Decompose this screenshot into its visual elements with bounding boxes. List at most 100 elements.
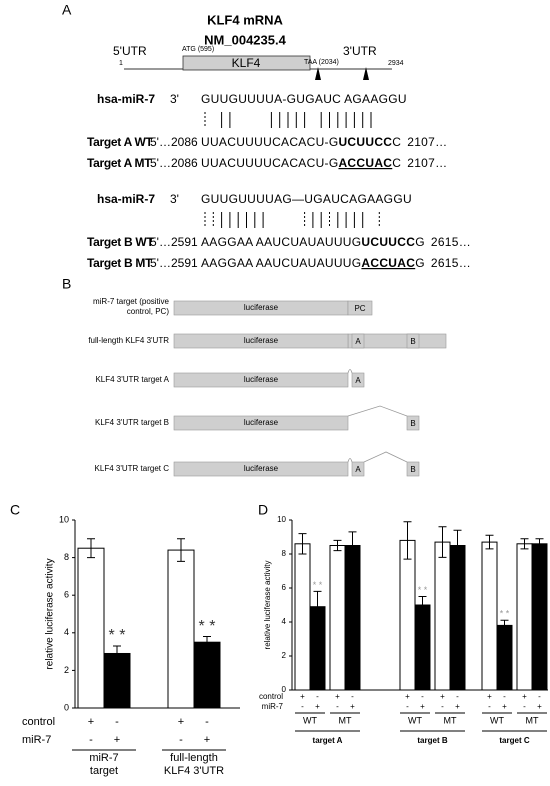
bar bbox=[496, 624, 513, 691]
treatment-sign: + bbox=[537, 702, 542, 711]
construct-name: miR-7 target (positive control, PC) bbox=[92, 297, 169, 316]
target-label: Target A WT bbox=[87, 135, 154, 149]
treatment-sign: + bbox=[300, 692, 305, 701]
treatment-sign: + bbox=[114, 734, 120, 746]
seq: AAGGAA AAUCUAUAUUUG bbox=[201, 235, 361, 249]
seed-site: ACCUAC bbox=[338, 156, 392, 170]
panel-label: D bbox=[258, 502, 268, 518]
target-end: 2615… bbox=[431, 235, 471, 249]
error-bar bbox=[348, 531, 357, 560]
treatment-sign: - bbox=[488, 702, 491, 711]
bar bbox=[193, 641, 221, 709]
treatment-sign: - bbox=[523, 702, 526, 711]
y-tick-label: 2 bbox=[282, 651, 287, 660]
deletion bbox=[347, 405, 408, 417]
construct-name: KLF4 3'UTR target A bbox=[95, 375, 169, 384]
construct-name: KLF4 3'UTR target B bbox=[95, 418, 169, 427]
seq-tail: C bbox=[392, 156, 401, 170]
y-tick-label: 0 bbox=[282, 685, 287, 694]
treatment-sign: + bbox=[315, 702, 320, 711]
bar bbox=[414, 604, 431, 691]
x-tick-label: target B bbox=[417, 736, 447, 745]
target-label: Target B WT bbox=[87, 235, 154, 249]
target-start: 5'…2591 bbox=[150, 256, 198, 270]
reporter-label: luciferase bbox=[244, 418, 279, 427]
site-label: A bbox=[355, 337, 361, 346]
site-label: A bbox=[355, 376, 361, 385]
significance: * * bbox=[313, 580, 323, 590]
subgroup-label: WT bbox=[490, 715, 504, 725]
error-bar bbox=[113, 645, 121, 662]
luciferase-box bbox=[173, 372, 349, 388]
start-pos: 1 bbox=[119, 60, 123, 67]
treatment-sign: + bbox=[487, 692, 492, 701]
site-box bbox=[347, 300, 373, 316]
error-bar bbox=[485, 534, 494, 550]
bar bbox=[344, 545, 361, 691]
treatment-sign: - bbox=[456, 692, 459, 701]
error-bar bbox=[313, 590, 322, 623]
error-bar bbox=[418, 596, 427, 614]
y-tick-label: 0 bbox=[64, 702, 69, 712]
error-bar bbox=[87, 538, 95, 559]
target-label: Target B MT bbox=[87, 256, 153, 270]
error-bar bbox=[403, 521, 412, 560]
treatment-sign: - bbox=[351, 692, 354, 701]
y-axis-label: relative luciferase activity bbox=[45, 558, 56, 669]
target-start: 5'…2591 bbox=[150, 235, 198, 249]
target-seq: AAGGAA AAUCUAUAUUUGUCUUCCG 2615… bbox=[201, 235, 471, 249]
reporter-label: luciferase bbox=[244, 375, 279, 384]
y-tick-label: 8 bbox=[64, 552, 69, 562]
panel-label: B bbox=[62, 276, 71, 292]
target-seq: UUACUUUUCACACU-GUCUUCCC 2107… bbox=[201, 135, 447, 149]
bar bbox=[77, 547, 105, 709]
reporter-label: luciferase bbox=[244, 303, 279, 312]
treatment-label: miR-7 bbox=[22, 734, 51, 746]
mirna-end: 3' bbox=[170, 192, 179, 206]
luciferase-box bbox=[173, 415, 349, 431]
site-label: B bbox=[410, 465, 415, 474]
treatment-label: control bbox=[259, 692, 283, 701]
taa-label: TAA (2034) bbox=[304, 59, 339, 66]
seq: UUACUUUUCACACU-G bbox=[201, 135, 338, 149]
cds-box bbox=[182, 55, 311, 71]
target-start: 5'…2086 bbox=[150, 135, 198, 149]
significance: * * bbox=[109, 627, 126, 644]
treatment-sign: - bbox=[89, 734, 93, 746]
treatment-sign: + bbox=[335, 692, 340, 701]
target-seq: UUACUUUUCACACU-GACCUACC 2107… bbox=[201, 156, 447, 170]
x-tick-label: target C bbox=[499, 736, 529, 745]
treatment-sign: - bbox=[406, 702, 409, 711]
y-tick-label: 8 bbox=[282, 549, 287, 558]
treatment-sign: - bbox=[316, 692, 319, 701]
site-box bbox=[406, 415, 420, 431]
treatment-label: miR-7 bbox=[262, 702, 284, 711]
reporter-label: luciferase bbox=[244, 336, 279, 345]
seed-site: ACCUAC bbox=[361, 256, 415, 270]
y-axis-label: relative luciferase activity bbox=[263, 561, 272, 650]
error-bar bbox=[520, 538, 529, 550]
treatment-sign: + bbox=[522, 692, 527, 701]
bar bbox=[103, 652, 131, 709]
reporter-label: luciferase bbox=[244, 464, 279, 473]
treatment-sign: + bbox=[178, 716, 184, 728]
significance: * * bbox=[418, 585, 428, 595]
x-tick-label: miR-7 target bbox=[89, 752, 119, 777]
accession: NM_004235.4 bbox=[204, 32, 286, 47]
error-bar bbox=[203, 636, 211, 649]
target-end: 2107… bbox=[407, 135, 447, 149]
luciferase-box bbox=[173, 461, 349, 477]
target-seq: AAGGAA AAUCUAUAUUUGACCUACG 2615… bbox=[201, 256, 471, 270]
treatment-sign: - bbox=[538, 692, 541, 701]
deletion bbox=[347, 369, 353, 374]
seed-site: UCUUCC bbox=[361, 235, 415, 249]
seq: UUACUUUUCACACU-G bbox=[201, 156, 338, 170]
error-bar bbox=[298, 533, 307, 555]
y-tick-label: 4 bbox=[64, 627, 69, 637]
site-box bbox=[351, 461, 365, 477]
utr5-label: 5'UTR bbox=[113, 44, 147, 58]
bar bbox=[294, 543, 311, 691]
seq-tail: G bbox=[415, 256, 425, 270]
mirna-name: hsa-miR-7 bbox=[97, 192, 155, 206]
